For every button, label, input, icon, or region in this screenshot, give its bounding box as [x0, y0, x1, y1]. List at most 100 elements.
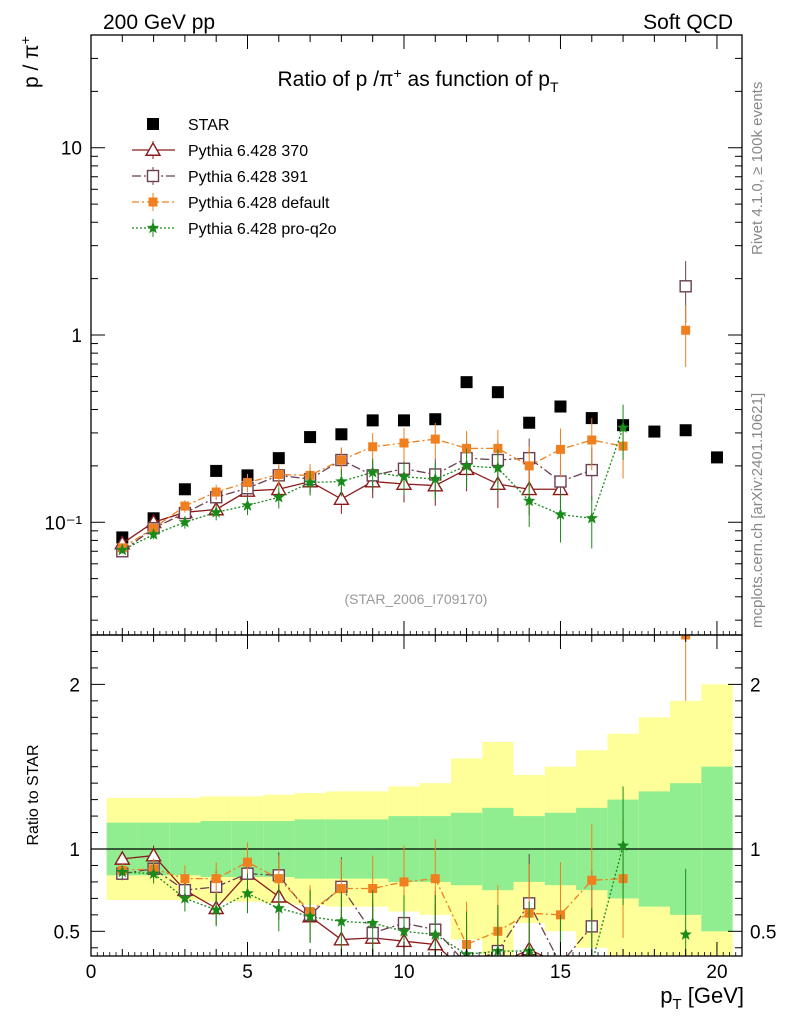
pythia-6-428-pro-q2o-point [335, 475, 348, 487]
pythia-6-428-default-point [336, 455, 346, 465]
pythia-6-428-default-point [399, 438, 409, 448]
star-point [679, 424, 692, 437]
pythia-6-428-391-point [679, 280, 692, 293]
legend-label-pythia-6-428-pro-q2o: Pythia 6.428 pro-q2o [188, 221, 337, 238]
pythia-6-428-pro-q2o-point [460, 459, 473, 472]
pythia-6-428-pro-q2o-ratio-point [178, 891, 192, 904]
title-sub: T [550, 79, 559, 95]
ratio-ytick-label-right: 0.5 [750, 922, 776, 943]
pythia-6-428-pro-q2o-ratio-point [616, 839, 630, 851]
ratio-bands [91, 684, 742, 956]
pythia-6-428-391-point [554, 475, 567, 488]
pythia-6-428-default-point [211, 487, 221, 497]
pythia-6-428-pro-q2o-ratio-point [241, 886, 254, 899]
ratio-ytick-label-left: 0.5 [54, 922, 80, 943]
ratio-ytick-label-right: 2 [750, 675, 761, 696]
pythia-6-428-pro-q2o-ratio-point [366, 916, 379, 929]
pythia-6-428-391-line [121, 457, 592, 552]
title-text: Ratio of p /π [277, 68, 393, 91]
xtick-label: 20 [706, 962, 727, 983]
ratio-ytick-label-left: 2 [69, 675, 80, 696]
pythia-6-428-pro-q2o-ratio-point [147, 867, 160, 879]
main-title: Ratio of p /π+ as function of pT [277, 65, 559, 95]
pythia-6-428-pro-q2o-ratio-point [397, 924, 411, 937]
star-point [397, 414, 410, 427]
header-left: 200 GeV pp [103, 11, 215, 34]
main-ylabel: p / π+ [17, 36, 43, 88]
title-sup: + [394, 65, 402, 81]
xtick-label: 5 [242, 962, 253, 983]
legend-marker-pythia-6-428-default [148, 197, 158, 207]
side-label-top: Rivet 4.1.0, ≥ 100k events [749, 82, 766, 255]
star-point [710, 451, 723, 464]
xtick-label: 0 [86, 962, 97, 983]
xlabel-sub: T [672, 996, 681, 1013]
star-point [304, 431, 317, 444]
ratio-ytick-label-right: 1 [750, 840, 761, 861]
star-point [554, 400, 567, 413]
pythia-6-428-default-point [555, 444, 565, 454]
pythia-6-428-pro-q2o-point [616, 421, 630, 433]
pythia-6-428-default-point [242, 478, 252, 488]
pythia-6-428-pro-q2o-point [241, 498, 254, 511]
pythia-6-428-pro-q2o-ratio-point [272, 901, 285, 914]
pythia-6-428-default-ratio-point [336, 884, 346, 894]
ratio-plot: 0.5 0.51 12 20 5 10 15 20 [54, 634, 776, 983]
pythia-6-428-pro-q2o-point [397, 470, 411, 482]
star-point [178, 483, 191, 496]
pythia-6-428-pro-q2o-ratio-point [116, 865, 129, 878]
pythia-6-428-default-point [462, 443, 472, 453]
pythia-6-428-370-point [333, 490, 350, 506]
star-point [335, 428, 348, 441]
pythia-6-428-default-point [180, 501, 190, 511]
pythia-6-428-pro-q2o-point [303, 476, 317, 488]
main-marks [114, 261, 723, 558]
star-point [491, 386, 504, 399]
legend-marker-pythia-6-428-391 [146, 169, 160, 183]
pythia-6-428-default-point [524, 461, 534, 471]
xtick-label: 10 [393, 962, 414, 983]
pythia-6-428-default-point [587, 435, 597, 445]
pythia-6-428-default-ratio-point [274, 874, 284, 884]
legend-marker-pythia-6-428-pro-q2o [146, 221, 160, 234]
star-point [523, 416, 536, 429]
pythia-6-428-default-ratio-point [180, 874, 190, 884]
main-ylabel-text: p / π [20, 44, 43, 88]
star-point [272, 452, 285, 465]
ratio-ylabel: Ratio to STAR [25, 744, 42, 845]
xlabel-unit: [GeV] [682, 983, 744, 1008]
legend: STAR Pythia 6.428 370 Pythia 6.428 391 Pyth… [132, 117, 337, 238]
pythia-6-428-default-ratio-point [211, 874, 221, 884]
main-ytick-label: 1 [71, 326, 82, 347]
main-ticks: 10⁻¹ 1 10 [45, 34, 743, 635]
pythia-6-428-pro-q2o-point [585, 511, 598, 524]
main-plot: 10⁻¹ 1 10 Ratio of p /π+ as function of pT… [45, 34, 743, 636]
pythia-6-428-pro-q2o-point [178, 515, 192, 528]
pythia-6-428-default-point [274, 469, 284, 479]
side-label-bottom: mcplots.cern.ch [arXiv:2401.10621] [749, 393, 766, 628]
ratio-marks [114, 635, 692, 956]
xtick-label: 15 [550, 962, 571, 983]
pythia-6-428-default-ratio-point [368, 884, 378, 894]
pythia-6-428-pro-q2o-ratio-point [429, 928, 442, 940]
pythia-6-428-pro-q2o-ratio-point [303, 910, 317, 922]
ratio-ticks: 0.5 0.51 12 20 5 10 15 20 [54, 635, 776, 983]
title-tail: as function of p [402, 68, 550, 91]
pythia-6-428-default-point [430, 434, 440, 444]
star-point [460, 376, 473, 389]
star-point [648, 425, 661, 438]
legend-label-pythia-6-428-370: Pythia 6.428 370 [188, 143, 308, 160]
legend-marker-star [147, 118, 159, 130]
legend-label-star: STAR [188, 117, 229, 134]
pythia-6-428-default-point [493, 443, 503, 453]
main-ytick-label: 10 [61, 139, 82, 160]
pythia-6-428-default-ratio-point [242, 857, 252, 867]
pythia-6-428-pro-q2o-point [366, 465, 379, 478]
header-right: Soft QCD [643, 11, 733, 34]
pythia-6-428-pro-q2o-point [554, 508, 567, 520]
pythia-6-428-default-ratio-point [430, 874, 440, 884]
pythia-6-428-pro-q2o-point [491, 461, 505, 474]
pythia-6-428-pro-q2o-point [147, 528, 160, 540]
legend-label-pythia-6-428-default: Pythia 6.428 default [188, 195, 330, 212]
